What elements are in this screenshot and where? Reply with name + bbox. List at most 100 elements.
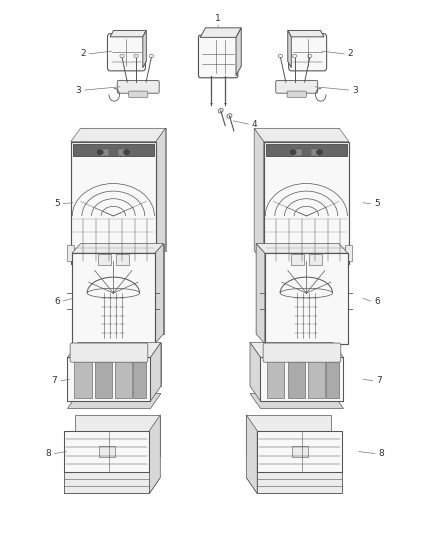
Polygon shape [150, 343, 161, 401]
Text: 7: 7 [376, 376, 382, 385]
Bar [261, 358, 343, 401]
Bar [307, 360, 325, 398]
Bar [116, 254, 129, 265]
Ellipse shape [87, 288, 140, 298]
Polygon shape [110, 30, 146, 37]
Text: 8: 8 [45, 449, 51, 458]
Bar [293, 149, 302, 156]
FancyBboxPatch shape [117, 80, 159, 93]
Polygon shape [246, 478, 343, 494]
FancyBboxPatch shape [287, 91, 306, 98]
Polygon shape [156, 128, 166, 264]
Polygon shape [71, 128, 166, 142]
Bar [73, 144, 154, 156]
Text: 2: 2 [348, 50, 353, 58]
Text: 5: 5 [374, 199, 380, 208]
Bar [67, 245, 74, 261]
FancyBboxPatch shape [276, 80, 318, 93]
Text: 4: 4 [252, 119, 258, 128]
Text: 1: 1 [215, 14, 221, 23]
Ellipse shape [317, 150, 322, 155]
Bar [100, 149, 109, 156]
Polygon shape [67, 343, 161, 358]
Bar [257, 431, 343, 472]
Bar [267, 360, 285, 398]
Polygon shape [64, 478, 160, 494]
Bar [64, 431, 149, 472]
Ellipse shape [307, 54, 312, 58]
Ellipse shape [218, 108, 223, 113]
Bar [118, 149, 127, 156]
Polygon shape [81, 244, 163, 334]
Polygon shape [149, 415, 160, 494]
Polygon shape [288, 30, 291, 68]
Polygon shape [72, 244, 163, 253]
Ellipse shape [97, 150, 103, 155]
FancyBboxPatch shape [71, 142, 156, 264]
Bar [152, 245, 159, 261]
Bar [95, 360, 112, 398]
Polygon shape [250, 343, 343, 358]
FancyBboxPatch shape [289, 34, 327, 71]
Text: 2: 2 [80, 50, 86, 58]
Bar [115, 360, 132, 398]
Ellipse shape [124, 150, 129, 155]
Polygon shape [236, 28, 241, 76]
Bar [260, 245, 267, 261]
Ellipse shape [290, 150, 296, 155]
Bar [98, 254, 111, 265]
Polygon shape [288, 30, 324, 37]
Bar [346, 245, 353, 261]
Bar [99, 446, 115, 457]
Bar [326, 360, 339, 398]
Ellipse shape [120, 54, 124, 58]
Polygon shape [200, 28, 241, 37]
Bar [74, 360, 92, 398]
Polygon shape [81, 128, 166, 251]
Bar [308, 254, 321, 265]
Bar [133, 360, 146, 398]
Polygon shape [254, 128, 339, 251]
Polygon shape [67, 393, 161, 408]
Polygon shape [254, 128, 264, 264]
Polygon shape [246, 415, 332, 456]
Bar [265, 253, 348, 344]
FancyBboxPatch shape [107, 34, 145, 71]
Bar [67, 358, 150, 401]
Polygon shape [155, 244, 163, 344]
Ellipse shape [280, 288, 332, 298]
Text: 5: 5 [54, 199, 60, 208]
Polygon shape [143, 30, 146, 68]
Bar [291, 254, 304, 265]
FancyBboxPatch shape [264, 142, 349, 264]
Bar [266, 144, 347, 156]
FancyBboxPatch shape [129, 91, 148, 98]
Polygon shape [256, 244, 348, 253]
Polygon shape [64, 472, 149, 494]
Text: 8: 8 [378, 449, 384, 458]
FancyBboxPatch shape [263, 343, 341, 362]
Ellipse shape [149, 54, 153, 58]
Polygon shape [256, 244, 339, 334]
Polygon shape [257, 472, 343, 494]
Ellipse shape [227, 114, 232, 118]
Bar [288, 360, 305, 398]
Polygon shape [250, 343, 261, 401]
Text: 6: 6 [374, 296, 380, 305]
Bar [72, 253, 155, 344]
Ellipse shape [134, 54, 138, 58]
Text: 3: 3 [352, 85, 358, 94]
Polygon shape [254, 128, 349, 142]
Bar [292, 446, 307, 457]
Polygon shape [78, 343, 161, 386]
Text: 6: 6 [54, 296, 60, 305]
FancyBboxPatch shape [198, 35, 238, 78]
Text: 3: 3 [76, 85, 81, 94]
Ellipse shape [292, 54, 297, 58]
Bar [311, 149, 319, 156]
Polygon shape [246, 415, 257, 494]
Polygon shape [256, 244, 265, 344]
Text: 7: 7 [52, 376, 57, 385]
Polygon shape [250, 343, 333, 386]
Polygon shape [250, 393, 343, 408]
